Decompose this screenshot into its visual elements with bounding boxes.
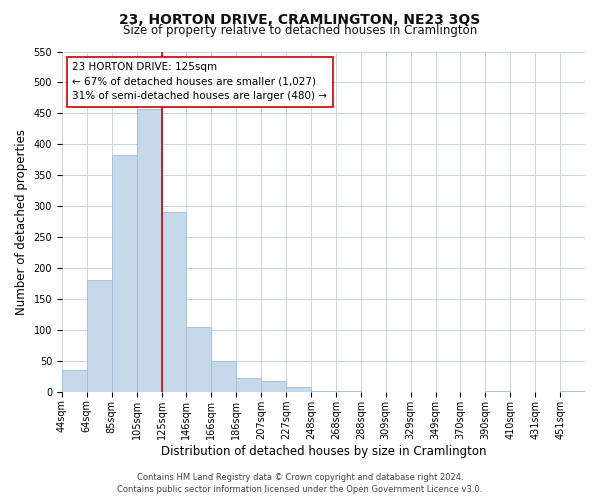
Bar	[485, 391, 510, 392]
Bar	[286, 387, 311, 392]
Text: Contains HM Land Registry data © Crown copyright and database right 2024.
Contai: Contains HM Land Registry data © Crown c…	[118, 472, 482, 494]
Text: 23, HORTON DRIVE, CRAMLINGTON, NE23 3QS: 23, HORTON DRIVE, CRAMLINGTON, NE23 3QS	[119, 12, 481, 26]
Y-axis label: Number of detached properties: Number of detached properties	[15, 128, 28, 314]
Bar	[311, 390, 336, 392]
Bar	[236, 378, 261, 392]
Bar	[336, 391, 361, 392]
X-axis label: Distribution of detached houses by size in Cramlington: Distribution of detached houses by size …	[161, 444, 486, 458]
Bar	[112, 155, 137, 392]
Text: Size of property relative to detached houses in Cramlington: Size of property relative to detached ho…	[123, 24, 477, 37]
Text: 23 HORTON DRIVE: 125sqm
← 67% of detached houses are smaller (1,027)
31% of semi: 23 HORTON DRIVE: 125sqm ← 67% of detache…	[73, 62, 328, 102]
Bar	[211, 362, 236, 392]
Bar	[137, 109, 161, 392]
Bar	[261, 382, 286, 392]
Bar	[161, 212, 187, 392]
Bar	[187, 327, 211, 392]
Bar	[62, 370, 87, 392]
Bar	[560, 391, 585, 392]
Bar	[87, 280, 112, 392]
